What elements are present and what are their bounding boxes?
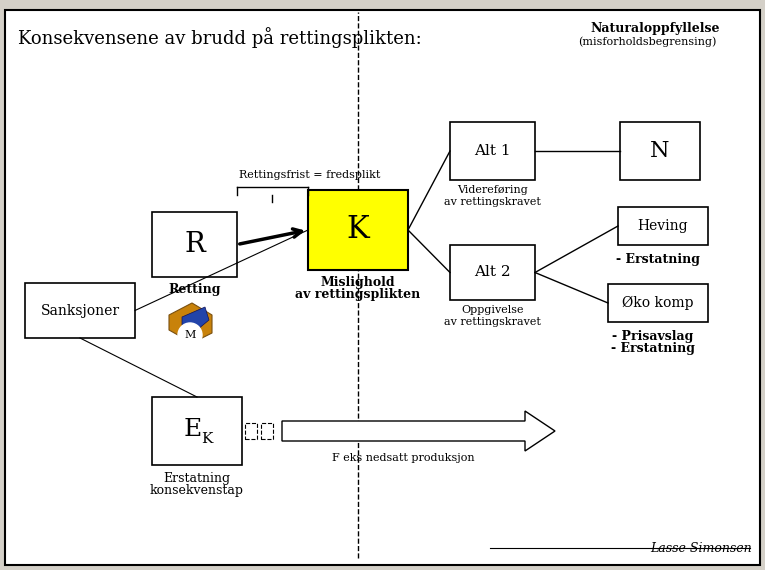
Text: Mislighold: Mislighold bbox=[321, 276, 396, 289]
FancyBboxPatch shape bbox=[308, 190, 408, 270]
Text: Naturaloppfyllelse: Naturaloppfyllelse bbox=[590, 22, 720, 35]
Text: Sanksjoner: Sanksjoner bbox=[41, 303, 119, 317]
Text: Videreføring: Videreføring bbox=[457, 185, 528, 195]
Text: Alt 1: Alt 1 bbox=[474, 144, 511, 158]
Text: (misforholdsbegrensing): (misforholdsbegrensing) bbox=[578, 36, 716, 47]
FancyBboxPatch shape bbox=[5, 10, 760, 565]
Text: F eks nedsatt produksjon: F eks nedsatt produksjon bbox=[332, 453, 475, 463]
Text: Øko komp: Øko komp bbox=[622, 296, 694, 310]
FancyBboxPatch shape bbox=[608, 284, 708, 322]
FancyBboxPatch shape bbox=[620, 122, 700, 180]
Text: Retting: Retting bbox=[168, 283, 221, 296]
Text: E: E bbox=[184, 417, 202, 441]
Circle shape bbox=[178, 323, 202, 347]
Text: Rettingsfrist = fredsplikt: Rettingsfrist = fredsplikt bbox=[239, 170, 381, 180]
Text: Heving: Heving bbox=[638, 219, 688, 233]
FancyBboxPatch shape bbox=[618, 207, 708, 245]
FancyBboxPatch shape bbox=[152, 397, 242, 465]
FancyBboxPatch shape bbox=[25, 283, 135, 338]
Text: Lasse Simonsen: Lasse Simonsen bbox=[650, 542, 752, 555]
Text: K: K bbox=[347, 214, 369, 246]
Polygon shape bbox=[182, 307, 209, 330]
Text: Alt 2: Alt 2 bbox=[474, 266, 511, 279]
Text: M: M bbox=[184, 330, 196, 340]
FancyBboxPatch shape bbox=[450, 245, 535, 300]
Text: R: R bbox=[184, 231, 205, 258]
FancyBboxPatch shape bbox=[261, 423, 273, 439]
Text: - Prisavslag: - Prisavslag bbox=[612, 330, 694, 343]
Polygon shape bbox=[282, 411, 555, 451]
FancyBboxPatch shape bbox=[450, 122, 535, 180]
Text: av rettingskravet: av rettingskravet bbox=[444, 317, 541, 327]
Text: Konsekvensene av brudd på rettingsplikten:: Konsekvensene av brudd på rettingsplikte… bbox=[18, 27, 422, 48]
Text: Oppgivelse: Oppgivelse bbox=[461, 305, 524, 315]
Text: av rettingskravet: av rettingskravet bbox=[444, 197, 541, 207]
Text: Erstatning: Erstatning bbox=[164, 472, 230, 485]
Polygon shape bbox=[169, 303, 212, 343]
FancyBboxPatch shape bbox=[245, 423, 257, 439]
FancyBboxPatch shape bbox=[152, 212, 237, 277]
Text: konsekvenstap: konsekvenstap bbox=[150, 484, 244, 497]
Text: - Erstatning: - Erstatning bbox=[616, 253, 700, 266]
Text: av rettingsplikten: av rettingsplikten bbox=[295, 288, 421, 301]
Text: K: K bbox=[201, 432, 213, 446]
Text: - Erstatning: - Erstatning bbox=[611, 342, 695, 355]
Text: N: N bbox=[650, 140, 669, 162]
